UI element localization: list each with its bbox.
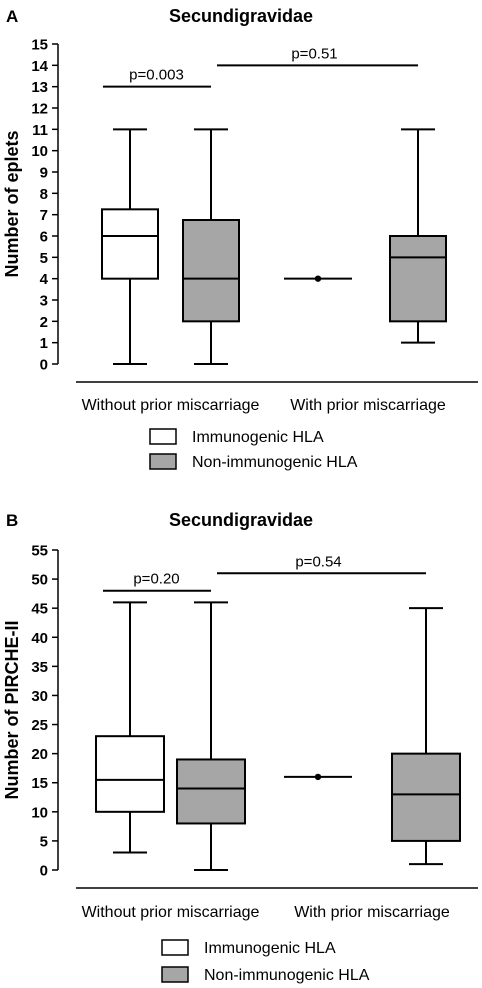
chart-title: Secundigravidae: [169, 6, 313, 26]
iqr-box: [101, 208, 159, 280]
legend-label: Non-immunogenic HLA: [192, 454, 358, 471]
y-axis-label: Number of PIRCHE-II: [2, 620, 22, 799]
y-tick-label: 2: [40, 314, 48, 331]
chart-title: Secundigravidae: [169, 510, 313, 530]
box-immunogenic-with: [284, 773, 352, 781]
p-value-label: p=0.54: [295, 553, 341, 570]
y-tick-label: 11: [32, 122, 48, 139]
y-axis-label: Number of eplets: [2, 130, 22, 277]
legend-label: Non-immunogenic HLA: [204, 967, 370, 984]
y-tick-label: 40: [31, 630, 48, 647]
y-tick-label: 13: [31, 79, 48, 96]
panel-label: B: [6, 511, 18, 530]
y-tick-label: 25: [31, 717, 48, 734]
x-group-label: Without prior miscarriage: [82, 397, 260, 414]
box-non-immunogenic-with: [391, 607, 461, 866]
iqr-box: [391, 752, 461, 842]
data-point: [314, 275, 322, 282]
significance-annotation: p=0.54: [217, 553, 426, 575]
significance-annotation: p=0.20: [103, 571, 211, 592]
x-group-label: With prior miscarriage: [294, 904, 450, 921]
box-immunogenic-without: [95, 601, 165, 854]
p-value-label: p=0.51: [291, 45, 337, 62]
y-tick-label: 5: [40, 250, 48, 267]
box-non-immunogenic-without: [176, 601, 246, 871]
x-group-label: With prior miscarriage: [290, 397, 446, 414]
x-group-label: Without prior miscarriage: [82, 904, 260, 921]
y-tick-label: 6: [40, 229, 48, 246]
iqr-box: [182, 219, 240, 323]
y-tick-label: 3: [40, 293, 48, 310]
p-value-label: p=0.20: [133, 571, 179, 588]
y-tick-label: 30: [31, 688, 48, 705]
y-tick-label: 5: [40, 833, 48, 850]
legend-label: Immunogenic HLA: [192, 429, 324, 446]
box-immunogenic-with: [284, 275, 352, 282]
y-tick-label: 8: [40, 186, 48, 203]
y-tick-label: 0: [40, 357, 48, 374]
y-tick-label: 10: [31, 143, 48, 160]
y-tick-label: 7: [40, 207, 48, 224]
legend-item: Immunogenic HLA: [161, 939, 336, 957]
iqr-box: [176, 758, 246, 825]
legend-swatch: [161, 966, 189, 983]
y-tick-label: 35: [31, 659, 48, 676]
legend-swatch: [149, 453, 177, 470]
y-tick-label: 0: [40, 863, 48, 880]
legend-swatch: [149, 428, 177, 445]
y-tick-label: 50: [31, 572, 48, 589]
box-non-immunogenic-without: [182, 128, 240, 365]
box-immunogenic-without: [101, 128, 159, 365]
iqr-box: [389, 235, 447, 323]
chart-panel-b: B Secundigravidae 0 5 10 15 20 25 30 35 40 45 50 55 Nu…: [2, 510, 478, 984]
significance-annotation: p=0.003: [103, 67, 211, 88]
y-tick-label: 1: [40, 335, 48, 352]
y-tick-label: 4: [40, 271, 49, 288]
legend-label: Immunogenic HLA: [204, 940, 336, 957]
y-tick-label: 45: [31, 601, 48, 618]
box-non-immunogenic-with: [389, 128, 447, 344]
y-tick-label: 55: [31, 543, 48, 560]
iqr-box: [95, 735, 165, 813]
panel-label: A: [6, 7, 18, 26]
y-tick-label: 10: [31, 804, 48, 821]
data-point: [314, 773, 322, 781]
y-tick-label: 15: [31, 775, 48, 792]
chart-panel-a: A Secundigravidae0123456789101112131415Nu…: [2, 6, 478, 471]
y-tick-label: 20: [31, 746, 48, 763]
legend-swatch: [161, 939, 189, 956]
y-tick-label: 15: [31, 37, 48, 54]
y-tick-label: 12: [31, 101, 48, 118]
legend-item: Non-immunogenic HLA: [149, 453, 358, 471]
legend-item: Immunogenic HLA: [149, 428, 324, 446]
significance-annotation: p=0.51: [217, 45, 418, 67]
y-tick-label: 9: [40, 165, 48, 182]
legend-item: Non-immunogenic HLA: [161, 966, 370, 984]
y-tick-label: 14: [31, 58, 48, 75]
p-value-label: p=0.003: [129, 67, 184, 84]
